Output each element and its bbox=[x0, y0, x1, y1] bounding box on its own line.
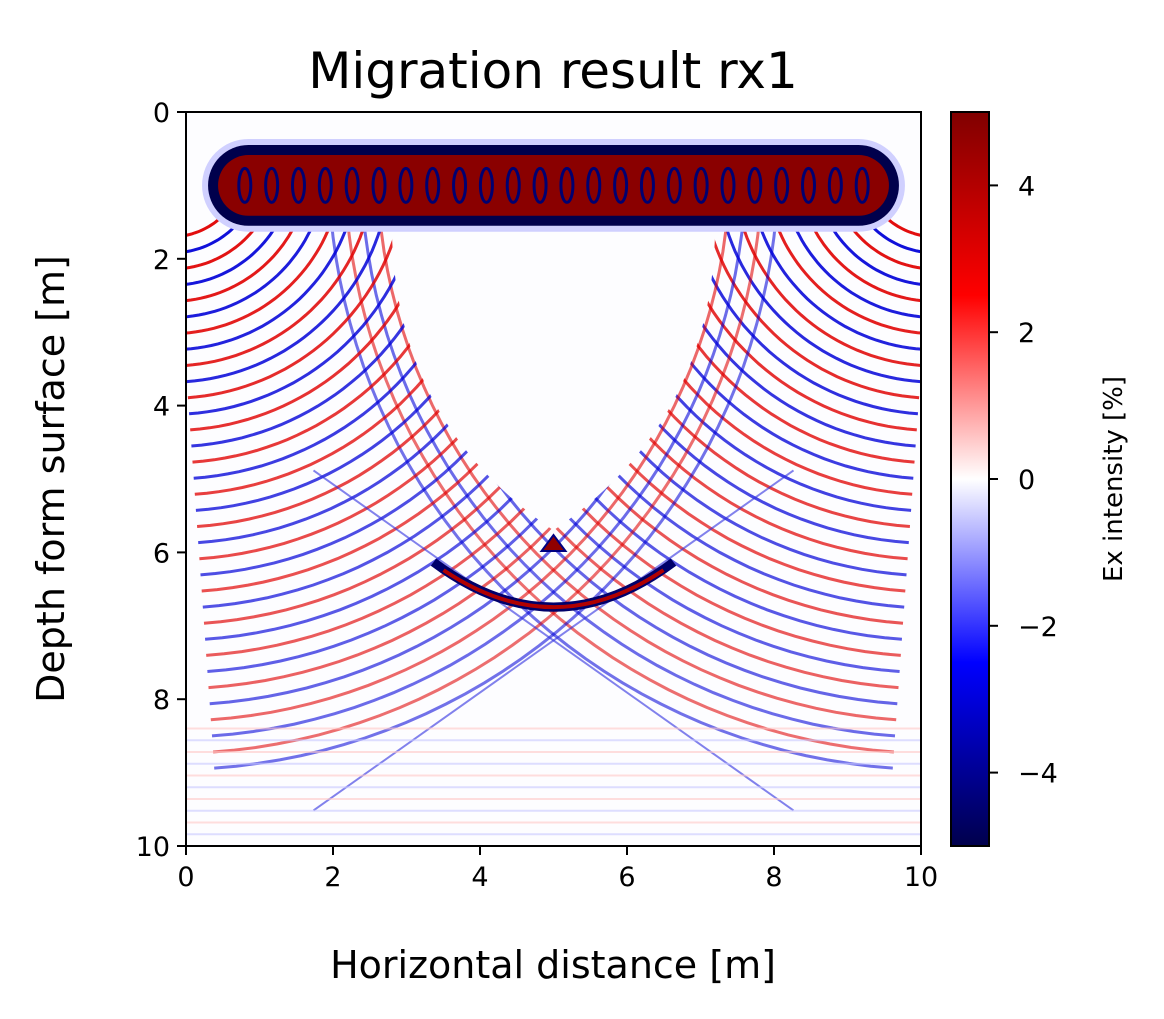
reflector-bead bbox=[425, 166, 441, 204]
x-tick-label: 0 bbox=[177, 862, 194, 893]
reflector-bead bbox=[613, 166, 629, 204]
apex-reflection-inner bbox=[442, 568, 665, 610]
y-tick-label: 8 bbox=[153, 685, 170, 716]
x-tick-label: 8 bbox=[765, 862, 782, 893]
reflector-bead bbox=[827, 166, 843, 204]
colorbar-tick-label: 2 bbox=[1018, 318, 1035, 349]
reflector-bead bbox=[532, 166, 548, 204]
point-scatter bbox=[539, 533, 568, 553]
y-tick-label: 0 bbox=[153, 98, 170, 129]
reflector-bead bbox=[720, 166, 736, 204]
heatmap-image bbox=[186, 112, 921, 836]
y-tick-label: 2 bbox=[153, 245, 170, 276]
x-tick-label: 4 bbox=[471, 862, 488, 893]
reflector-bead bbox=[747, 166, 763, 204]
reflector-bead bbox=[264, 166, 280, 204]
x-tick-label: 10 bbox=[904, 862, 938, 893]
diffraction-limb bbox=[552, 469, 795, 642]
diffraction-limb bbox=[312, 639, 555, 812]
diffraction-limb bbox=[312, 469, 555, 642]
reflector-bead bbox=[478, 166, 494, 204]
migration-arc bbox=[212, 192, 763, 754]
reflector-core bbox=[218, 155, 889, 216]
colorbar-label: Ex intensity [%] bbox=[1099, 376, 1129, 582]
reflector-bead bbox=[774, 166, 790, 204]
reflector-bead bbox=[317, 166, 333, 204]
diffraction-limb bbox=[552, 639, 795, 812]
reflector-bead bbox=[505, 166, 521, 204]
x-axis-label: Horizontal distance [m] bbox=[330, 943, 776, 987]
reflector-bead bbox=[371, 166, 387, 204]
reflector-bead bbox=[290, 166, 306, 204]
reflector-bead bbox=[639, 166, 655, 204]
reflector-bead bbox=[693, 166, 709, 204]
reflector-bead bbox=[398, 166, 414, 204]
y-axis-label: Depth form surface [m] bbox=[29, 255, 73, 703]
migration-arc bbox=[344, 192, 895, 754]
reflector-bead bbox=[854, 166, 870, 204]
x-axis: 0 2 4 6 8 10 bbox=[177, 846, 938, 893]
reflector-bead bbox=[801, 166, 817, 204]
reflector-bead bbox=[559, 166, 575, 204]
colorbar-tick-label: −2 bbox=[1018, 612, 1058, 643]
reflector-bead bbox=[586, 166, 602, 204]
x-tick-label: 6 bbox=[618, 862, 635, 893]
reflector-bead bbox=[666, 166, 682, 204]
reflector-bead bbox=[237, 166, 253, 204]
migration-arc bbox=[376, 191, 897, 722]
colorbar-tick-label: −4 bbox=[1018, 759, 1058, 790]
y-axis: 0 2 4 6 8 10 bbox=[136, 98, 186, 863]
migration-arc bbox=[210, 191, 731, 722]
migration-arc bbox=[211, 191, 747, 738]
reflector-bead bbox=[452, 166, 468, 204]
y-tick-label: 4 bbox=[153, 392, 170, 423]
y-tick-label: 10 bbox=[136, 832, 170, 863]
reflector-bead bbox=[344, 166, 360, 204]
chart-title: Migration result rx1 bbox=[308, 42, 798, 100]
y-tick-label: 6 bbox=[153, 538, 170, 569]
migration-arc bbox=[360, 191, 896, 738]
plot-frame bbox=[185, 111, 922, 847]
x-tick-label: 2 bbox=[324, 862, 341, 893]
colorbar-axis: 4 2 0 −2 −4 bbox=[989, 171, 1058, 790]
colorbar-tick-label: 4 bbox=[1018, 171, 1035, 202]
colorbar-tick-label: 0 bbox=[1018, 465, 1035, 496]
colorbar bbox=[950, 111, 990, 847]
quiet-zone bbox=[391, 222, 716, 531]
